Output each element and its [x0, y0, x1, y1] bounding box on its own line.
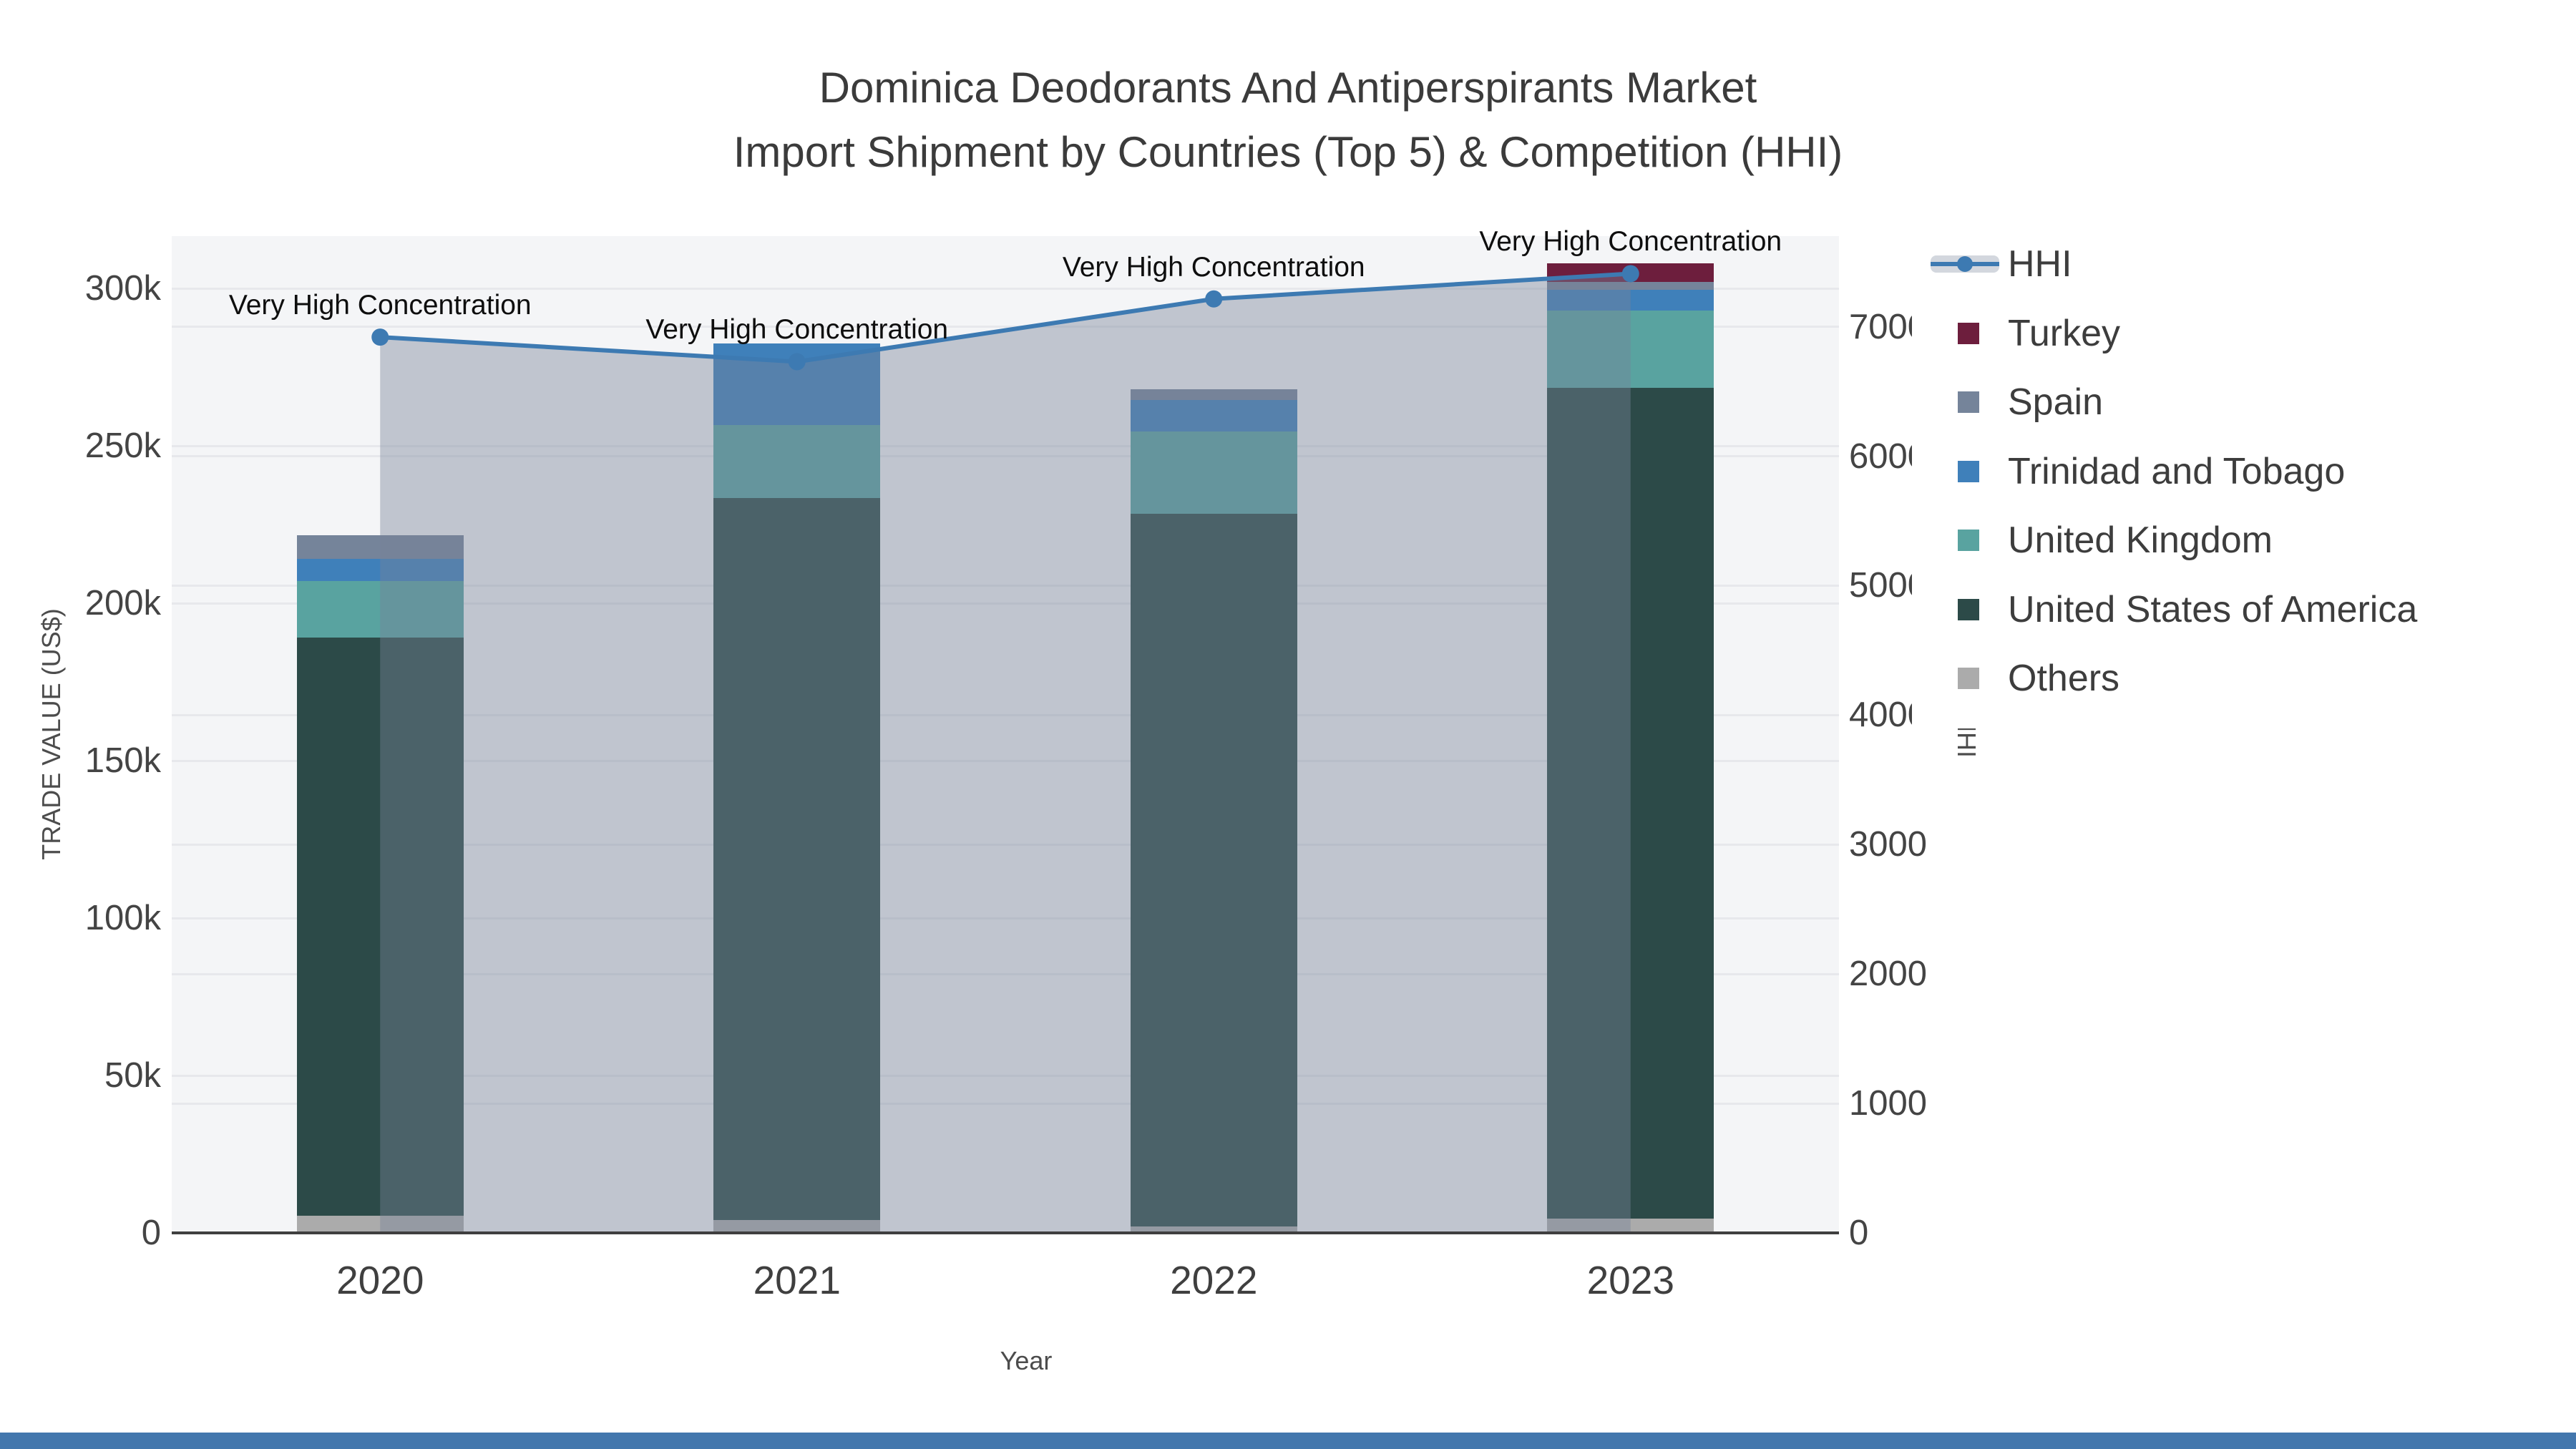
x-tick-label-2023: 2023: [1586, 1258, 1674, 1302]
bar-segment-others-2023: [1547, 1219, 1714, 1233]
gridline-secondary: [172, 455, 1839, 458]
annotation-2023: Very High Concentration: [1479, 226, 1782, 258]
legend-label: United Kingdom: [2008, 519, 2273, 561]
bar-segment-united-states-of-america-2020: [296, 638, 464, 1216]
x-axis-title: Year: [1000, 1346, 1053, 1375]
left-tick-label: 50k: [104, 1056, 161, 1095]
hhi-marker-2021: [788, 353, 806, 371]
annotation-2022: Very High Concentration: [1062, 251, 1365, 283]
left-tick-label: 0: [141, 1214, 161, 1252]
chart-title-line1: Dominica Deodorants And Antiperspirants …: [819, 64, 1757, 112]
right-tick-label: 1000: [1849, 1084, 1928, 1123]
annotation-2021: Very High Concentration: [645, 314, 949, 346]
footer-bar: [0, 1433, 2576, 1449]
plot-area: Very High Concentration Very High Concent…: [172, 226, 1839, 1234]
bar-segment-united-kingdom-2020: [296, 581, 464, 638]
bar-segment-united-states-of-america-2021: [713, 497, 881, 1221]
legend-swatch-united-kingdom: [1958, 530, 1979, 551]
left-tick-label: 200k: [84, 584, 161, 623]
legend-swatch-icon: [1912, 587, 2004, 632]
x-tick-label-2022: 2022: [1170, 1258, 1258, 1302]
legend-swatch-others: [1958, 668, 1979, 689]
left-axis-title: TRADE VALUE (US$): [36, 608, 66, 860]
chart-title-line2: Import Shipment by Countries (Top 5) & C…: [733, 128, 1843, 176]
bar-segment-spain-2020: [296, 535, 464, 560]
hhi-marker-2023: [1621, 265, 1639, 283]
legend-label: Spain: [2008, 381, 2103, 423]
gridline: [172, 759, 1839, 762]
gridline-secondary: [172, 1102, 1839, 1105]
legend-label: Trinidad and Tobago: [2008, 450, 2346, 492]
hhi-line-sample-icon: [1912, 242, 2004, 286]
bar-segment-others-2020: [296, 1215, 464, 1233]
annotation-2020: Very High Concentration: [228, 290, 532, 321]
gridline-secondary: [172, 326, 1839, 328]
gridline: [172, 602, 1839, 605]
bar-segment-united-kingdom-2023: [1547, 310, 1714, 388]
gridline: [172, 1074, 1839, 1077]
bar-segment-spain-2023: [1547, 282, 1714, 291]
legend-swatch-icon: [1912, 518, 2004, 562]
right-tick-label: 2000: [1849, 955, 1928, 994]
bar-segment-others-2021: [713, 1220, 881, 1233]
left-tick-label: 100k: [84, 899, 161, 937]
legend-item-united-states-of-america[interactable]: United States of America: [1912, 587, 2573, 632]
bar-segment-united-kingdom-2021: [713, 425, 881, 498]
hhi-line-sample-part: [1957, 256, 1973, 272]
legend: HHI Turkey Spain Trinidad and Tobago United …: [1912, 228, 2573, 728]
bar-segment-trinidad-and-tobago-2023: [1547, 290, 1714, 311]
left-tick-label: 300k: [84, 269, 161, 308]
hhi-area-fill: [380, 273, 1631, 1233]
hhi-line: [380, 271, 1631, 364]
gridline: [172, 444, 1839, 447]
bar-segment-united-states-of-america-2023: [1547, 387, 1714, 1219]
bar-segment-spain-2022: [1130, 389, 1297, 401]
legend-swatch-icon: [1912, 311, 2004, 356]
legend-swatch-icon: [1912, 656, 2004, 701]
x-tick-label-2020: 2020: [336, 1258, 424, 1302]
bar-segment-others-2022: [1130, 1226, 1297, 1233]
gridline-secondary: [172, 713, 1839, 716]
chart-title: Dominica Deodorants And Antiperspirants …: [0, 56, 2576, 185]
legend-item-united-kingdom[interactable]: United Kingdom: [1912, 518, 2573, 562]
bar-segment-united-kingdom-2022: [1130, 431, 1297, 514]
legend-swatch-spain: [1958, 391, 1979, 413]
gridline-secondary: [172, 843, 1839, 846]
legend-item-trinidad-and-tobago[interactable]: Trinidad and Tobago: [1912, 449, 2573, 494]
legend-item-spain[interactable]: Spain: [1912, 380, 2573, 424]
left-tick-label: 150k: [84, 741, 161, 781]
legend-item-turkey[interactable]: Turkey: [1912, 311, 2573, 356]
gridline: [172, 917, 1839, 919]
legend-item-others[interactable]: Others: [1912, 656, 2573, 701]
hhi-marker-2020: [371, 328, 389, 346]
right-tick-label: 3000: [1849, 825, 1928, 864]
hhi-line-sample: [1931, 253, 1999, 275]
legend-label: Turkey: [2008, 312, 2120, 354]
hhi-marker-2022: [1205, 290, 1223, 308]
gridline: [172, 287, 1839, 290]
x-tick-label-2021: 2021: [753, 1258, 841, 1302]
legend-item-hhi[interactable]: HHI: [1912, 242, 2573, 286]
legend-swatch-icon: [1912, 449, 2004, 494]
bar-segment-trinidad-and-tobago-2022: [1130, 400, 1297, 432]
legend-swatch-united-states-of-america: [1958, 598, 1979, 620]
legend-swatch-turkey: [1958, 322, 1979, 344]
left-tick-label: 250k: [84, 426, 161, 466]
legend-swatch-trinidad-and-tobago: [1958, 460, 1979, 482]
right-tick-label: 0: [1849, 1214, 1869, 1252]
gridline-secondary: [172, 584, 1839, 587]
bar-segment-united-states-of-america-2022: [1130, 513, 1297, 1227]
legend-label: United States of America: [2008, 588, 2418, 630]
gridline-secondary: [172, 972, 1839, 975]
legend-label: HHI: [2008, 243, 2072, 285]
hhi-line-layer: [371, 265, 1639, 1233]
legend-label: Others: [2008, 658, 2120, 699]
bar-segment-trinidad-and-tobago-2020: [296, 559, 464, 582]
x-axis-line: [172, 1231, 1839, 1234]
legend-swatch-icon: [1912, 380, 2004, 424]
